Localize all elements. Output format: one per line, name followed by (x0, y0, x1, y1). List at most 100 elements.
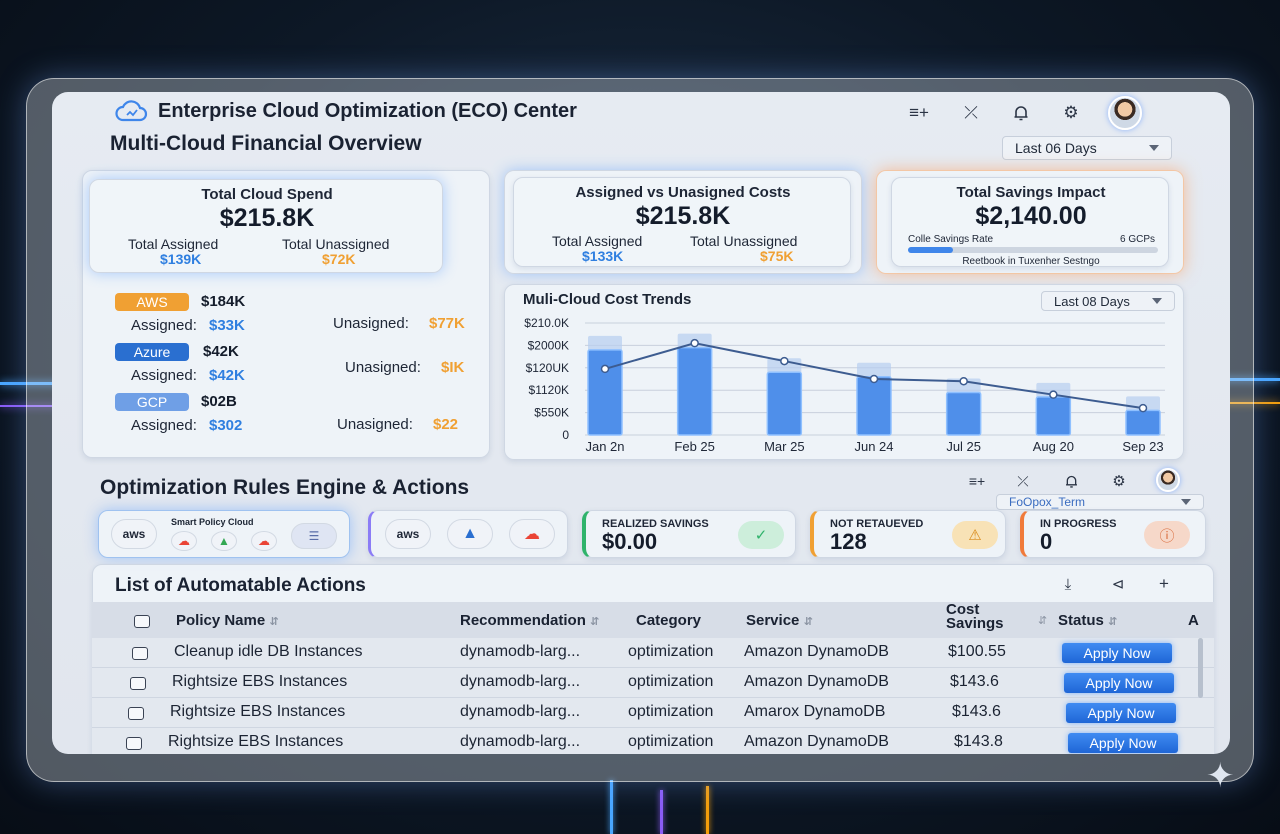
assigned-label: Total Assigned (552, 233, 643, 249)
col-a[interactable]: A (1188, 612, 1199, 629)
add-list-icon[interactable]: ≡+ (968, 473, 986, 489)
trend-point[interactable] (780, 356, 789, 366)
gcp-badge: GCP (115, 393, 189, 411)
row-divider (92, 697, 1214, 698)
rules-title: Optimization Rules Engine & Actions (100, 476, 470, 499)
gcp-unassigned-label: Unasigned: (337, 416, 413, 433)
table-row[interactable]: Cleanup idle DB Instances dynamodb-larg..… (92, 638, 1214, 668)
y-tick-label: $2000K (528, 338, 569, 352)
bar[interactable] (945, 391, 982, 436)
select-all-checkbox[interactable] (134, 615, 150, 628)
bar[interactable] (856, 376, 892, 436)
date-range-value: Last 06 Days (1015, 140, 1097, 156)
trend-point[interactable] (690, 338, 699, 348)
trends-range-select[interactable]: Last 08 Days (1041, 291, 1175, 311)
row-checkbox[interactable] (128, 707, 144, 720)
azure-logo-icon: ▲ (447, 519, 493, 549)
row-checkbox[interactable] (126, 737, 142, 750)
download-icon[interactable]: ⤓ (1064, 575, 1072, 593)
bar[interactable] (587, 349, 623, 436)
col-service[interactable]: Service ⇵ (746, 612, 813, 629)
policy-name-cell: Rightsize EBS Instances (172, 673, 348, 690)
in-progress-card[interactable]: IN PROGRESS 0 ⓘ (1020, 510, 1206, 558)
azure-badge: Azure (115, 343, 189, 361)
x-tick-label: Mar 25 (764, 439, 804, 454)
info-icon: ⓘ (1144, 521, 1190, 549)
aws-badge: AWS (115, 293, 189, 311)
trend-point[interactable] (869, 374, 879, 384)
spend-card: Total Cloud Spend $215.8K Total Assigned… (82, 170, 490, 458)
trend-point[interactable] (1049, 390, 1058, 399)
actions-list-title: List of Automatable Actions (115, 575, 366, 596)
not-retaueved-label: NOT RETAUEVED (830, 518, 924, 530)
aws-assigned-label: Assigned: (131, 317, 197, 334)
total-spend-title: Total Cloud Spend (201, 186, 333, 203)
add-icon[interactable]: + (1159, 574, 1169, 593)
apply-now-button[interactable]: Apply Now (1064, 673, 1174, 693)
sort-icon[interactable]: ⇵ (1038, 615, 1048, 627)
table-scrollbar[interactable] (1198, 638, 1203, 698)
col-status[interactable]: Status ⇵ (1058, 612, 1118, 629)
total-unassigned-value: $72K (322, 251, 356, 267)
bar[interactable] (766, 371, 803, 436)
apply-now-button[interactable]: Apply Now (1062, 643, 1172, 663)
trend-point[interactable] (600, 364, 610, 374)
savings-rate-fill (908, 247, 953, 253)
col-policy-name[interactable]: Policy Name ⇵ (176, 612, 279, 629)
table-row[interactable]: Rightsize EBS Instances dynamodb-larg... o… (92, 698, 1214, 728)
bar[interactable] (1035, 396, 1072, 436)
avatar[interactable] (1108, 96, 1142, 130)
table-body: Cleanup idle DB Instances dynamodb-larg..… (92, 638, 1214, 754)
not-retaueved-value: 128 (830, 529, 867, 554)
x-tick-label: Jun 24 (854, 439, 893, 454)
apply-now-button[interactable]: Apply Now (1066, 703, 1176, 723)
savings-rate-label: Colle Savings Rate (908, 234, 994, 245)
rules-filter-select[interactable]: FoOpox_Term (996, 494, 1204, 510)
in-progress-value: 0 (1040, 529, 1053, 554)
realized-savings-value: $0.00 (602, 529, 658, 554)
bell-icon[interactable] (1058, 470, 1084, 492)
x-tick-label: Aug 20 (1033, 439, 1074, 454)
bar[interactable] (676, 346, 713, 436)
circuit-line (610, 780, 613, 834)
y-tick-label: $120UK (526, 361, 569, 375)
avatar[interactable] (1156, 468, 1180, 492)
cost-savings-cell: $143.6 (952, 703, 1001, 720)
service-cell: Amazon DynamoDB (744, 673, 889, 690)
list-icon[interactable]: ☰ (291, 523, 337, 549)
y-tick-label: 0 (562, 428, 569, 442)
aws-unassigned-value: $77K (429, 315, 465, 332)
bar[interactable] (1125, 409, 1161, 436)
trend-point[interactable] (959, 376, 968, 386)
provider-logos-card[interactable]: aws ▲ ☁ (368, 510, 568, 558)
total-unassigned-label: Total Unassigned (282, 236, 390, 252)
share-icon[interactable]: ⊲ (1111, 576, 1125, 593)
realized-savings-card[interactable]: REALIZED SAVINGS $0.00 ✓ (582, 510, 796, 558)
col-category[interactable]: Category (636, 612, 702, 629)
col-recommendation[interactable]: Recommendation ⇵ (460, 612, 600, 629)
drive-logo-icon: ▲ (211, 531, 237, 551)
col-cost-savings[interactable]: Cost Savings (946, 601, 1004, 632)
azure-unassigned-label: Unasigned: (345, 359, 421, 376)
policy-name-cell: Cleanup idle DB Instances (174, 643, 363, 660)
recommendation-cell: dynamodb-larg... (460, 673, 581, 690)
apply-now-button[interactable]: Apply Now (1068, 733, 1178, 753)
trends-card: Muli-Cloud Cost Trends Last 08 Days $210… (504, 284, 1184, 460)
gear-icon[interactable]: ⚙ (1112, 473, 1126, 490)
collapse-icon[interactable]: ⤫ (964, 103, 978, 122)
not-retaueved-card[interactable]: NOT RETAUEVED 128 ⚠ (810, 510, 1006, 558)
rules-filter-value: FoOpox_Term (1009, 495, 1086, 509)
smart-policy-card[interactable]: aws Smart Policy Cloud ☁ ▲ ☁ ☰ (98, 510, 350, 558)
circuit-line (706, 786, 709, 834)
row-checkbox[interactable] (132, 647, 148, 660)
gear-icon[interactable]: ⚙ (1063, 103, 1079, 122)
date-range-select[interactable]: Last 06 Days (1002, 136, 1172, 160)
in-progress-label: IN PROGRESS (1040, 518, 1117, 530)
row-checkbox[interactable] (130, 677, 146, 690)
table-row[interactable]: Rightsize EBS Instances dynamodb-larg... o… (92, 668, 1214, 698)
bell-icon[interactable] (1008, 102, 1034, 124)
add-list-icon[interactable]: ≡+ (909, 103, 929, 122)
collapse-icon[interactable]: ⤫ (1017, 472, 1029, 489)
trend-point[interactable] (1138, 403, 1148, 413)
table-row[interactable]: Rightsize EBS Instances dynamodb-larg... o… (92, 728, 1214, 754)
